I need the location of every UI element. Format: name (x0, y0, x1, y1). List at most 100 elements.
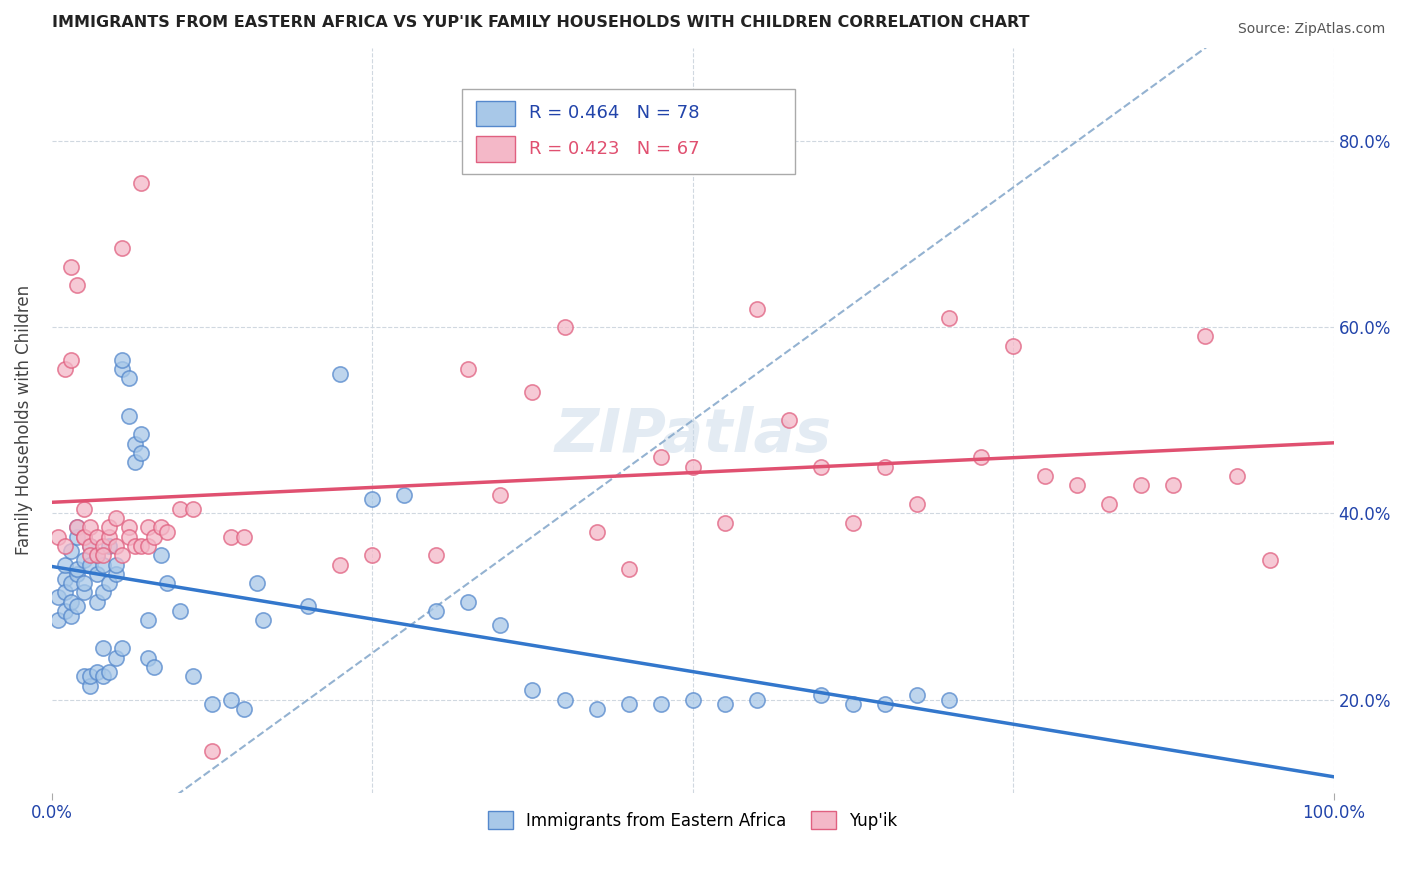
Point (361, 548, 384, 562)
Point (53, 585, 76, 599)
Point (91, 558, 114, 572)
Point (86, 665, 108, 679)
Point (73, 576, 96, 591)
Point (938, 310, 960, 325)
Point (136, 614, 159, 628)
Point (938, 692, 960, 706)
Point (73, 553, 96, 567)
Point (136, 539, 159, 553)
Point (169, 604, 191, 618)
Point (79, 679, 101, 693)
Point (361, 492, 384, 507)
Point (131, 176, 153, 190)
Point (425, 548, 447, 562)
Point (111, 241, 134, 255)
Point (79, 669, 101, 683)
Point (329, 367, 352, 381)
Point (59, 352, 82, 367)
Point (156, 524, 179, 539)
Point (457, 362, 479, 376)
Point (970, 450, 993, 465)
Point (98, 539, 121, 553)
Point (73, 501, 96, 516)
Point (713, 516, 735, 530)
Point (98, 530, 121, 544)
Point (522, 683, 544, 698)
Point (104, 650, 127, 665)
Point (1066, 478, 1088, 492)
Point (91, 548, 114, 562)
Point (79, 520, 101, 534)
Point (59, 543, 82, 558)
Point (425, 604, 447, 618)
Text: R = 0.464   N = 78: R = 0.464 N = 78 (529, 104, 699, 122)
Point (219, 530, 242, 544)
Point (111, 641, 134, 656)
Text: IMMIGRANTS FROM EASTERN AFRICA VS YUP'IK FAMILY HOUSEHOLDS WITH CHILDREN CORRELA: IMMIGRANTS FROM EASTERN AFRICA VS YUP'IK… (52, 15, 1029, 30)
Point (104, 566, 127, 581)
Point (104, 511, 127, 525)
Point (98, 665, 121, 679)
Point (650, 697, 672, 711)
Point (124, 455, 146, 469)
Point (201, 744, 224, 758)
Point (873, 697, 896, 711)
Text: ZIPatlas: ZIPatlas (554, 406, 831, 465)
Point (46, 614, 69, 628)
FancyBboxPatch shape (477, 136, 515, 161)
Point (73, 669, 96, 683)
Point (91, 585, 114, 599)
Point (66, 562, 89, 576)
Point (1098, 497, 1121, 511)
Point (905, 497, 928, 511)
Point (585, 524, 607, 539)
Point (873, 459, 896, 474)
Point (136, 650, 159, 665)
Point (233, 702, 256, 716)
Point (91, 539, 114, 553)
Point (118, 520, 141, 534)
Point (118, 371, 141, 385)
Point (59, 260, 82, 274)
Point (53, 604, 76, 618)
Point (149, 520, 172, 534)
Point (905, 688, 928, 702)
Point (73, 530, 96, 544)
FancyBboxPatch shape (477, 101, 515, 126)
Point (59, 595, 82, 609)
Point (617, 562, 640, 576)
Point (156, 576, 179, 591)
Point (124, 539, 146, 553)
Point (136, 520, 159, 534)
Point (53, 539, 76, 553)
Point (394, 488, 416, 502)
Point (143, 530, 166, 544)
Legend: Immigrants from Eastern Africa, Yup'ik: Immigrants from Eastern Africa, Yup'ik (481, 805, 904, 837)
Point (98, 520, 121, 534)
Point (46, 590, 69, 604)
Point (46, 530, 69, 544)
Point (118, 530, 141, 544)
Point (745, 301, 768, 316)
Point (169, 501, 191, 516)
Point (553, 320, 575, 334)
FancyBboxPatch shape (463, 89, 796, 175)
Point (73, 585, 96, 599)
Point (66, 520, 89, 534)
Point (181, 669, 204, 683)
Point (79, 558, 101, 572)
Point (810, 459, 832, 474)
Point (246, 576, 269, 591)
Point (53, 362, 76, 376)
Point (522, 385, 544, 400)
Point (104, 558, 127, 572)
Point (111, 352, 134, 367)
Point (682, 692, 704, 706)
Point (86, 566, 108, 581)
Point (131, 539, 153, 553)
Text: R = 0.423   N = 67: R = 0.423 N = 67 (529, 140, 699, 158)
Point (457, 595, 479, 609)
Point (745, 692, 768, 706)
Point (1226, 469, 1249, 483)
Point (66, 599, 89, 614)
